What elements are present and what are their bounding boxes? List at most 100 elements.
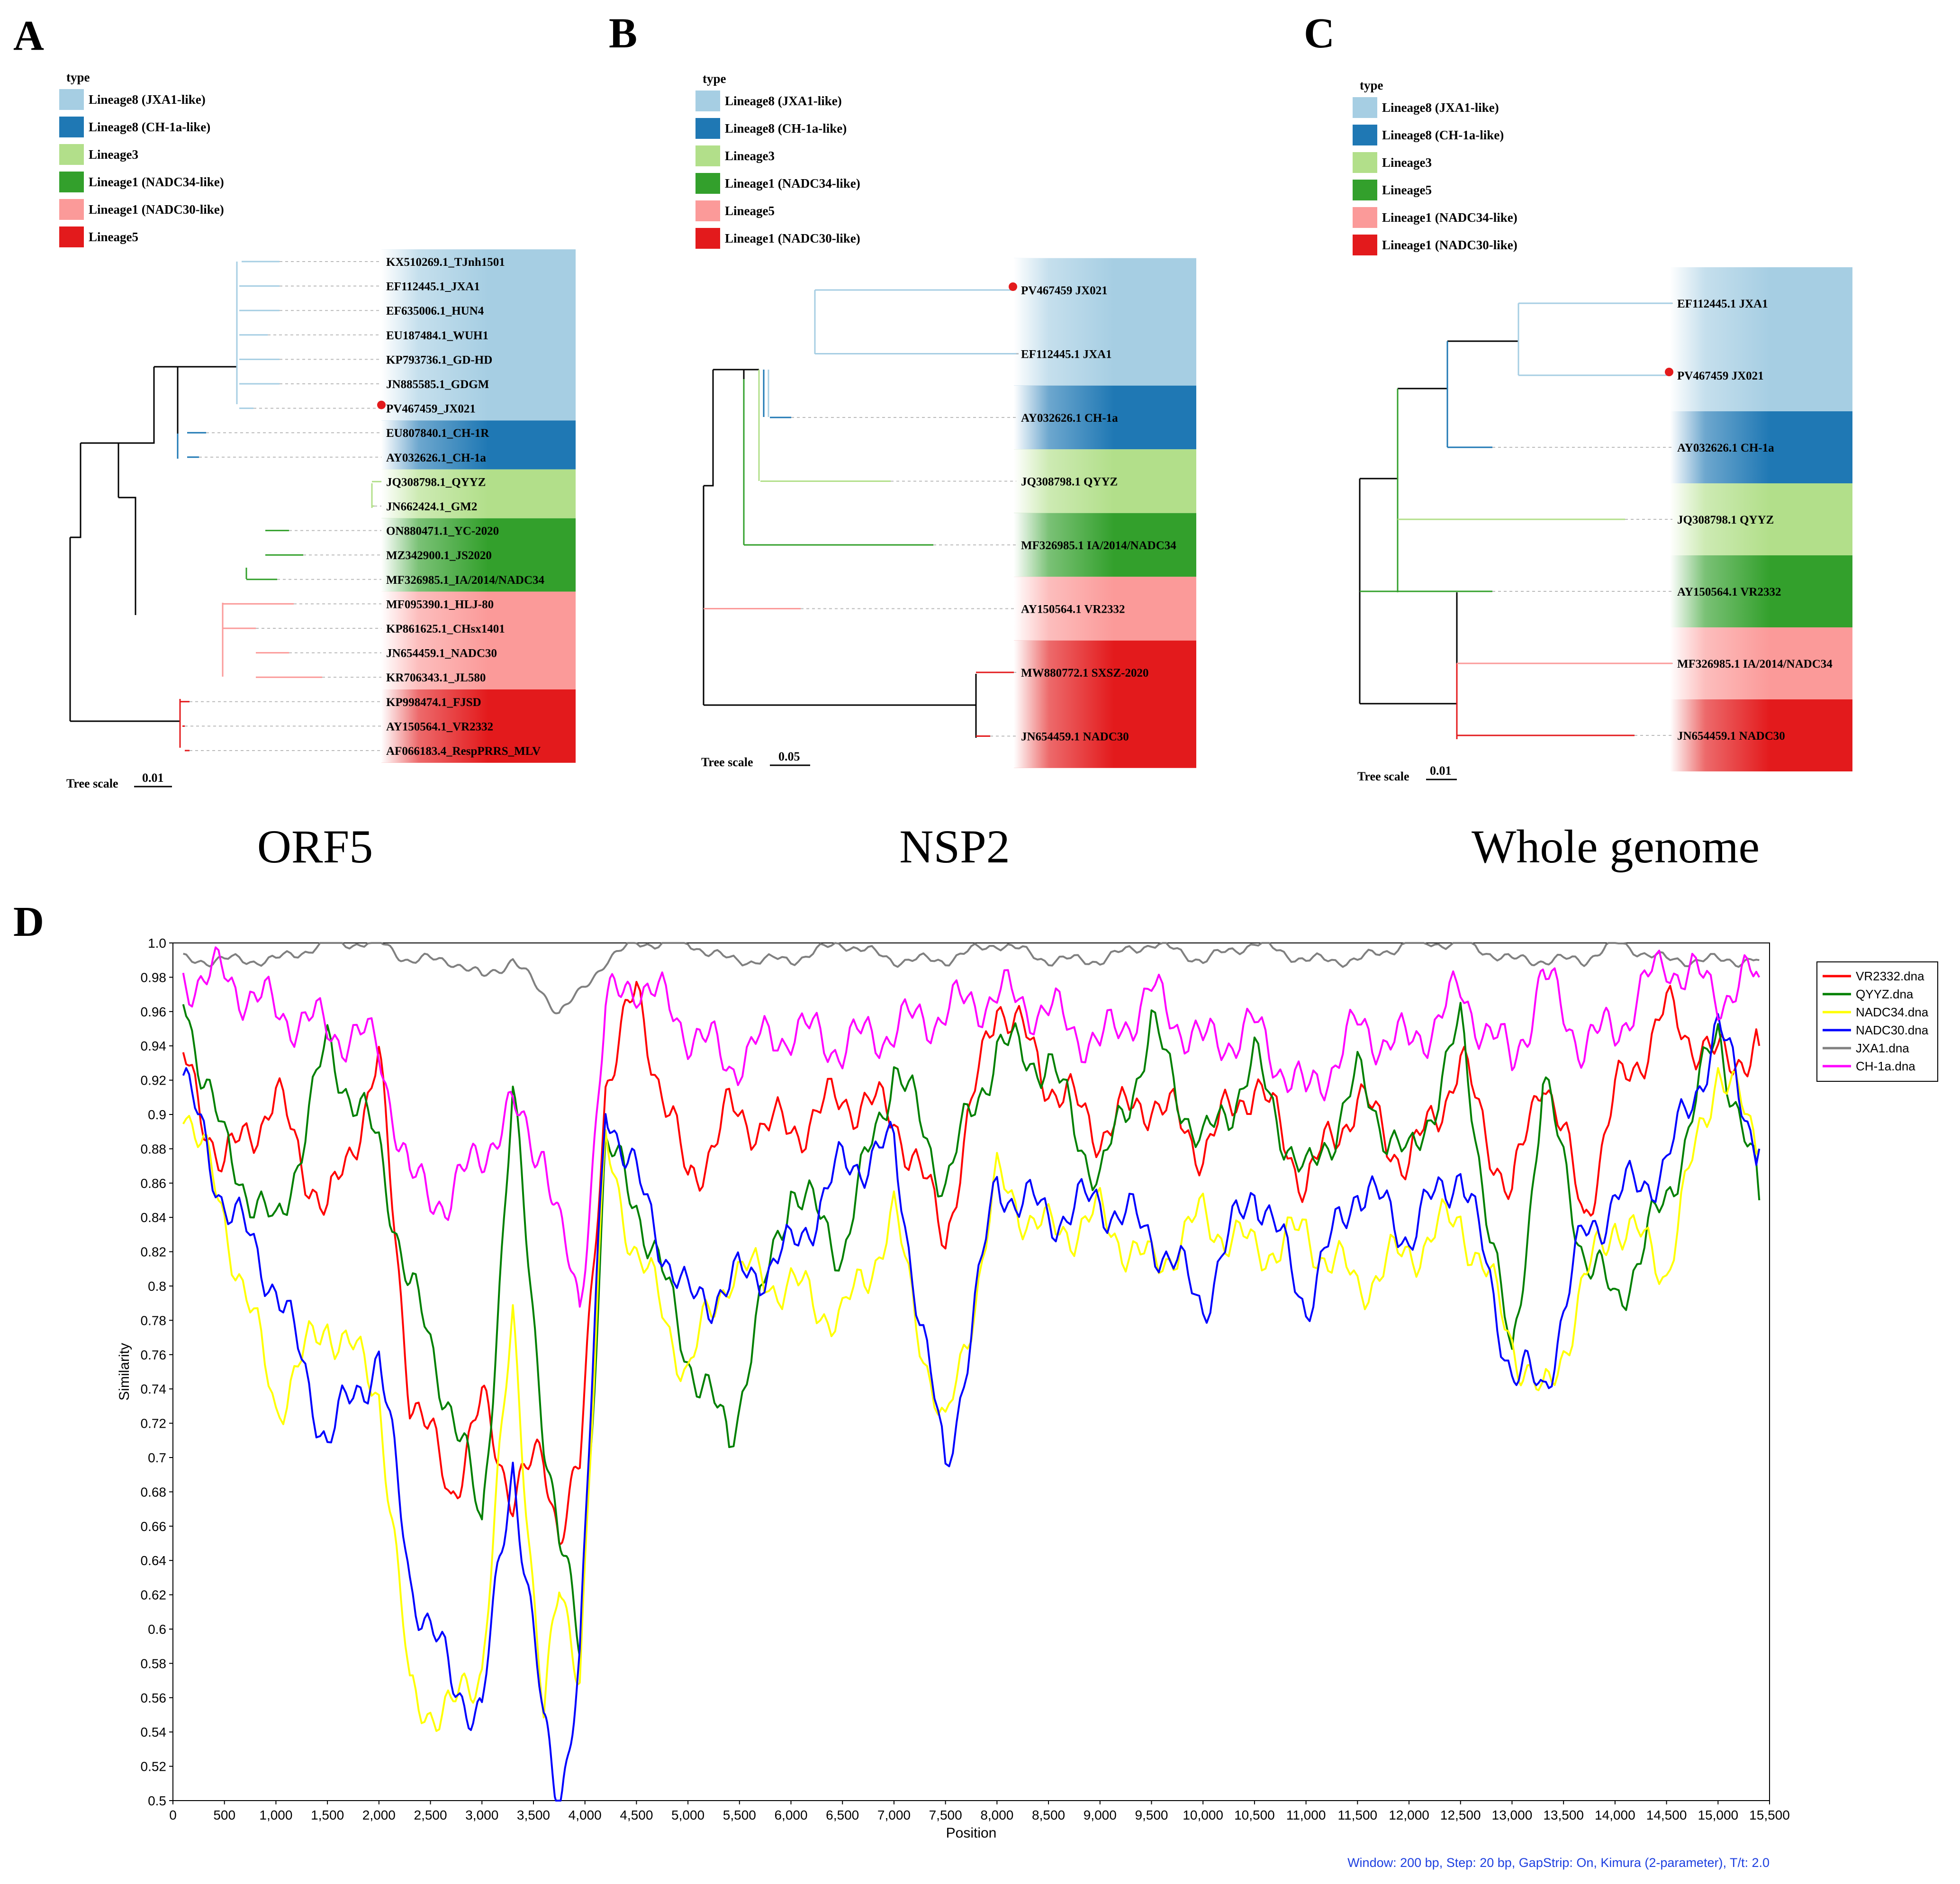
legend-swatch-lineage3 [59,144,84,165]
clade-band-fade [1670,627,1770,699]
tree-branch-6 [154,366,179,446]
x-tick-label: 0 [169,1808,177,1822]
query-sample-dot [1009,282,1017,291]
legend-title-b: type [703,72,726,86]
legend-label-lineage3: Lineage3 [1382,155,1432,170]
leaf-label: JQ308798.1 QYYZ [1021,476,1118,489]
y-tick-label: 0.78 [141,1313,167,1328]
legend-c: type Lineage8 (JXA1-like) Lineage8 (CH-1a-… [1353,78,1517,255]
y-tick-label: 0.9 [148,1107,166,1122]
leaf-label: EU807840.1_CH-1R [386,427,489,440]
legend-label-lineage5: Lineage5 [89,230,138,244]
leaf-label: JN662424.1_GM2 [386,500,477,513]
clade-band-fade [381,420,488,470]
clade-band-fade [1014,385,1114,450]
leaf-label: AY150564.1_VR2332 [386,720,493,733]
y-tick-label: 0.62 [141,1588,167,1603]
legend-swatch-lineage8-ch-1a-like [695,118,720,139]
y-tick-label: 0.5 [148,1793,166,1808]
leaf-label: EF112445.1_JXA1 [386,281,480,293]
y-tick-label: 0.64 [141,1553,167,1568]
legend-label-lineage1-nadc30-like: Lineage1 (NADC30-like) [1382,238,1517,252]
y-tick-label: 0.88 [141,1141,167,1156]
clade-band-fade [381,591,488,689]
legend-swatch-lineage8-jxa1-like [1353,97,1377,118]
leaf-label: MF326985.1 IA/2014/NADC34 [1677,658,1833,670]
chart-legend-label-qyyz-dna: QYYZ.dna [1856,987,1914,1001]
leaf-label: ON880471.1_YC-2020 [386,525,499,538]
tree-branch-3 [1398,341,1448,389]
tree-branch-4 [704,674,977,738]
x-tick-label: 10,500 [1234,1808,1275,1822]
x-tick-label: 6,500 [826,1808,859,1822]
leaf-label: AY032626.1_CH-1a [386,452,486,464]
x-tick-label: 15,000 [1698,1808,1738,1822]
x-axis-label: Position [946,1825,997,1841]
clade-band-fade [1670,555,1770,627]
clade-band-fade [1014,513,1114,577]
x-tick-label: 1,000 [259,1808,292,1822]
y-tick-label: 0.68 [141,1485,167,1499]
legend-swatch-lineage1-nadc34-like [1353,207,1377,228]
leaf-label: MZ342900.1_JS2020 [386,549,492,562]
x-tick-label: 7,000 [877,1808,911,1822]
leaf-label: PV467459_JX021 [386,403,476,416]
leaf-label: MF095390.1_HLJ-80 [386,598,494,611]
y-tick-label: 0.82 [141,1245,167,1259]
legend-swatch-lineage1-nadc30-like [59,199,84,220]
leaf-label: KP998474.1_FJSD [386,696,481,709]
y-tick-label: 0.76 [141,1348,167,1362]
leaf-label: JN654459.1_NADC30 [386,647,497,660]
x-tick-label: 5,500 [723,1808,756,1822]
panel-label-d: D [13,898,44,945]
leaf-label: EF635006.1_HUN4 [386,305,484,317]
tree-branch-4 [81,442,119,498]
legend-label-lineage1-nadc34-like: Lineage1 (NADC34-like) [89,175,224,189]
tree-c: EF112445.1 JXA1 PV467459 JX021 AY032626.1 … [1359,267,1852,771]
clade-band-fade [1670,699,1770,771]
x-tick-label: 13,500 [1543,1808,1584,1822]
leaf-label: KP861625.1_CHsx1401 [386,623,505,635]
chart-legend-label-ch-1a-dna: CH-1a.dna [1856,1059,1915,1073]
x-tick-label: 14,500 [1646,1808,1687,1822]
tree-branch-2 [713,369,745,379]
panel-d-similarity-plot: D 0.5 0.52 0.54 0.56 0.58 0.6 0.62 0.64 0.66 0.68… [13,898,1938,1870]
panel-label-c: C [1304,10,1335,57]
legend-label-lineage3: Lineage3 [725,149,775,163]
panel-b-nsp2-tree: B type Lineage8 (JXA1-like) Lineage8 (CH-1… [609,10,1196,873]
tree-a: KX510269.1_TJnh1501 EF112445.1_JXA1 EF6350… [69,249,576,763]
x-tick-label: 10,000 [1183,1808,1223,1822]
y-tick-label: 0.8 [148,1279,166,1294]
chart-footer: Window: 200 bp, Step: 20 bp, GapStrip: O… [1347,1856,1770,1870]
clade-band-fade [1670,267,1770,411]
leaf-label: KR706343.1_JL580 [386,671,486,684]
legend-swatch-lineage3 [695,145,720,166]
caption-orf5: ORF5 [257,820,373,873]
panel-a-orf5-tree: A type Lineage8 (JXA1-like) Lineage8 (CH-1… [13,12,576,873]
clade-band-fade [1670,483,1770,555]
clade-band-fade [1014,449,1114,513]
legend-label-lineage8-jxa1-like: Lineage8 (JXA1-like) [725,94,842,108]
legend-a: type Lineage8 (JXA1-like) Lineage8 (CH-1a-… [59,70,224,247]
x-tick-label: 12,500 [1440,1808,1481,1822]
series-line-nadc30-dna [182,1013,1761,1802]
x-tick-label: 7,500 [929,1808,962,1822]
x-tick-label: 11,500 [1338,1808,1378,1822]
clade-band-fade [381,249,488,421]
chart-legend-label-jxa1-dna: JXA1.dna [1856,1041,1909,1055]
legend-label-lineage8-jxa1-like: Lineage8 (JXA1-like) [89,92,206,107]
leaf-label: EF112445.1 JXA1 [1021,348,1112,361]
legend-label-lineage8-ch-1a-like: Lineage8 (CH-1a-like) [725,121,847,136]
leaf-label: MF326985.1_IA/2014/NADC34 [386,574,545,587]
legend-swatch-lineage8-jxa1-like [695,91,720,111]
leaf-label: KP793736.1_GD-HD [386,353,492,366]
x-tick-label: 11,000 [1286,1808,1326,1822]
tree-scale-label-b: Tree scale [701,755,753,769]
series-line-qyyz-dna [182,1002,1761,1658]
series-line-jxa1-dna [183,942,1760,1014]
query-sample-dot [377,400,386,409]
y-tick-label: 0.74 [141,1382,167,1396]
chart-legend-box [1816,961,1938,1082]
legend-b: type Lineage8 (JXA1-like) Lineage8 (CH-1a-… [695,72,860,249]
